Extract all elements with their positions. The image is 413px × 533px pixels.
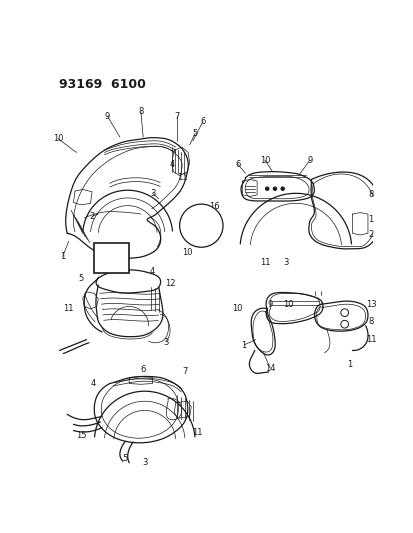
Text: 17: 17 — [100, 260, 111, 269]
Text: 6: 6 — [200, 117, 205, 126]
Text: 15: 15 — [76, 431, 86, 440]
Circle shape — [340, 309, 348, 317]
Text: 4: 4 — [150, 268, 155, 276]
Text: 2: 2 — [368, 230, 373, 239]
Text: 8: 8 — [368, 190, 373, 199]
Text: 7: 7 — [182, 367, 187, 376]
Circle shape — [179, 204, 223, 247]
Text: 8: 8 — [368, 318, 373, 326]
Text: 5: 5 — [78, 273, 83, 282]
Text: 10: 10 — [232, 304, 242, 313]
Text: 93169  6100: 93169 6100 — [59, 78, 146, 91]
Text: 1: 1 — [60, 252, 65, 261]
Text: 3: 3 — [142, 458, 147, 467]
Text: 3: 3 — [164, 338, 169, 347]
Circle shape — [340, 320, 348, 328]
Text: 2: 2 — [89, 212, 95, 221]
Text: 6: 6 — [117, 266, 122, 275]
Text: 5: 5 — [192, 129, 197, 138]
Text: 16: 16 — [209, 202, 219, 211]
Text: 13: 13 — [365, 300, 375, 309]
Circle shape — [273, 187, 276, 190]
Text: 10: 10 — [259, 156, 269, 165]
Circle shape — [265, 187, 268, 190]
Text: 7: 7 — [174, 112, 180, 121]
Bar — [94, 243, 129, 273]
Text: 1: 1 — [368, 215, 373, 224]
Text: 3: 3 — [282, 258, 288, 267]
Text: 14: 14 — [264, 364, 275, 373]
Text: 4: 4 — [90, 379, 95, 388]
Text: 10: 10 — [182, 248, 192, 257]
Text: 1: 1 — [241, 341, 246, 350]
Text: 11: 11 — [365, 335, 375, 344]
Text: 9: 9 — [104, 112, 110, 121]
Text: 8: 8 — [138, 107, 143, 116]
Text: 4: 4 — [169, 159, 174, 168]
Text: 10: 10 — [52, 134, 63, 143]
Text: 11: 11 — [259, 258, 269, 267]
Circle shape — [280, 187, 284, 190]
Text: 9: 9 — [267, 300, 272, 309]
Text: 1: 1 — [347, 360, 352, 369]
Text: 11: 11 — [64, 304, 74, 313]
Text: 6: 6 — [140, 365, 145, 374]
Text: 6: 6 — [235, 159, 240, 168]
Text: 11: 11 — [192, 427, 202, 437]
Text: 12: 12 — [165, 279, 175, 288]
Text: 5: 5 — [122, 454, 128, 463]
Text: 9: 9 — [306, 156, 312, 165]
Text: 3: 3 — [150, 189, 155, 198]
Text: 11: 11 — [176, 173, 187, 182]
Text: 10: 10 — [282, 300, 293, 309]
